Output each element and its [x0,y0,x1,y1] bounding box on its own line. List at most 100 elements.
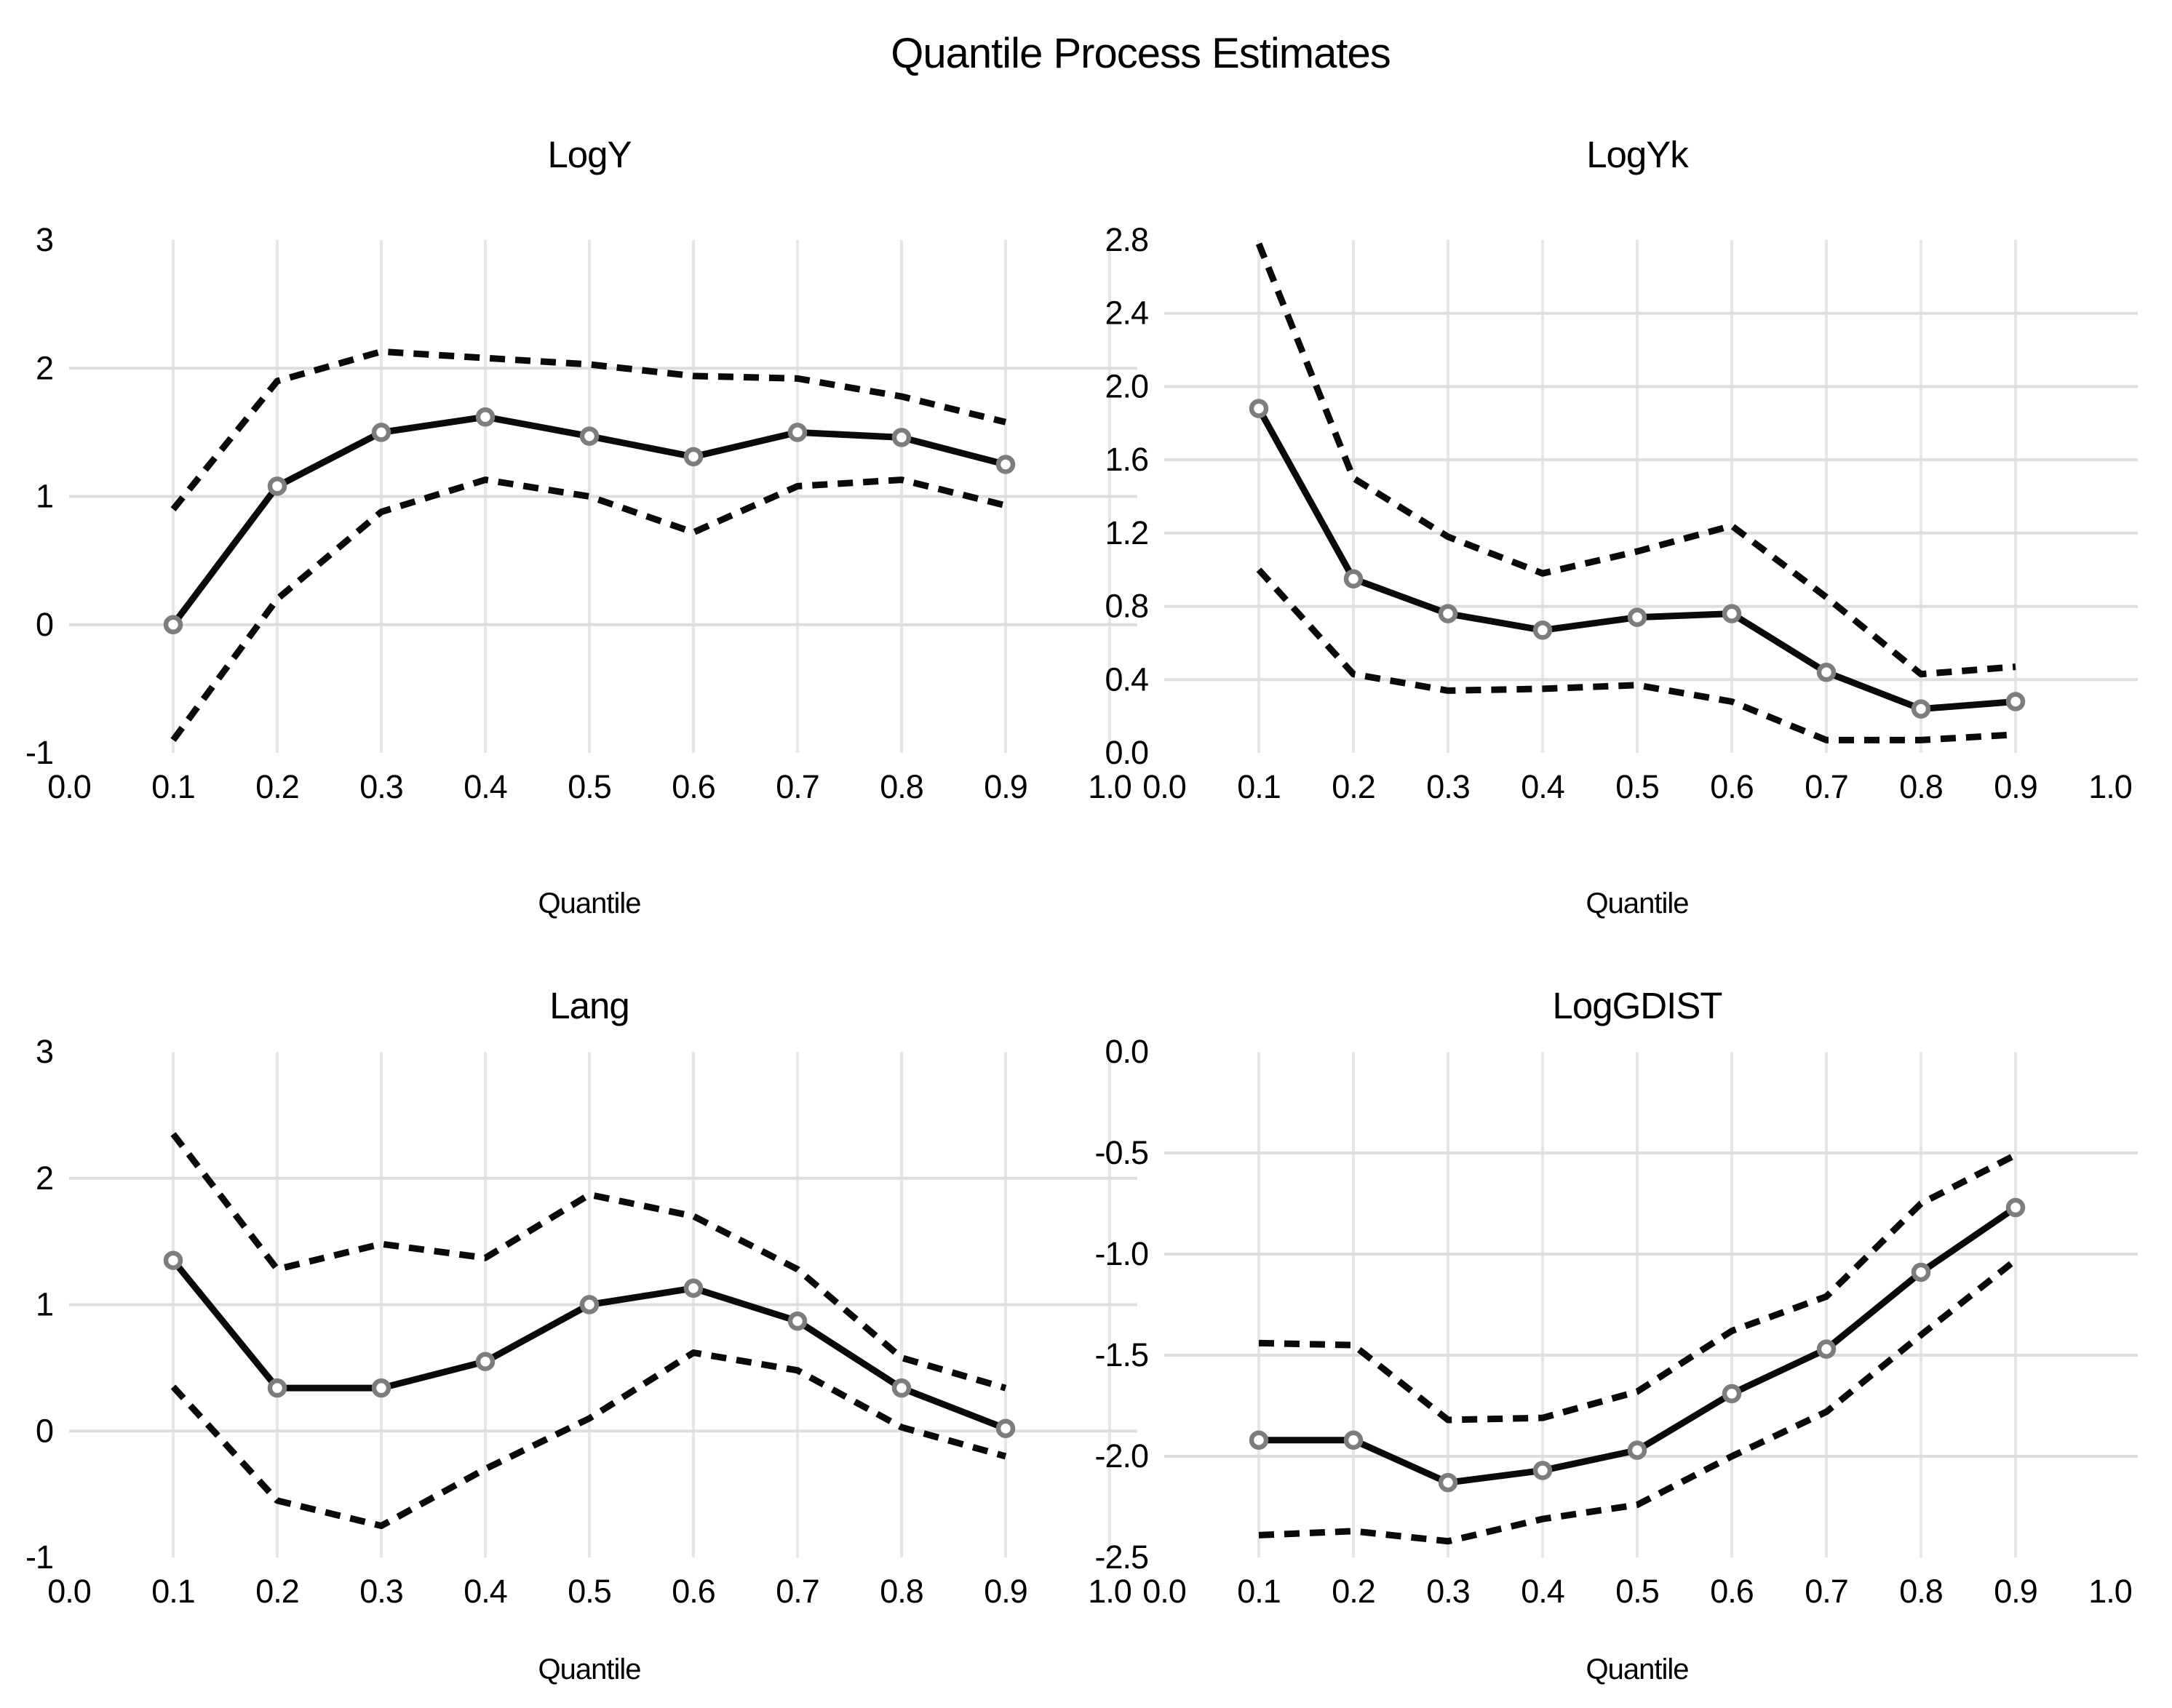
data-point-marker [475,407,496,427]
vertical-gridlines [1257,1052,2017,1557]
data-point-marker [1911,699,1931,719]
upper-ci-line [1255,242,2016,678]
data-point-marker [1438,604,1458,623]
y-tick-label: 1.6 [1105,441,1148,478]
x-tick-labels: 0.0 0.1 0.2 0.3 0.4 0.5 0.6 0.7 0.8 0.9 1.0 [1142,1573,2133,1610]
data-point-marker [787,1311,808,1331]
x-tick-label: 1.0 [1088,1573,1131,1610]
x-tick-label: 0.3 [359,768,403,805]
x-tick-label: 0.4 [464,768,507,805]
x-tick-label: 0.8 [880,768,923,805]
panel-title: Lang [549,985,629,1026]
data-point-marker [579,426,600,446]
figure-title: Quantile Process Estimates [891,30,1391,77]
axis-label-quantile: Quantile [538,887,641,919]
data-point-marker [1343,1430,1364,1450]
x-tick-labels: 0.0 0.1 0.2 0.3 0.4 0.5 0.6 0.7 0.8 0.9 1.0 [47,1573,1132,1610]
data-point-marker [475,1352,496,1371]
x-tick-label: 0.2 [1332,768,1375,805]
lower-ci-line [170,1349,1007,1530]
y-tick-label: 1.2 [1105,514,1148,551]
y-tick-labels: 3 2 1 0 -1 [25,1033,54,1576]
x-tick-label: 0.8 [880,1573,923,1610]
axis-label-quantile: Quantile [538,1653,641,1685]
y-tick-label: 0.0 [1105,734,1148,771]
x-tick-label: 0.9 [984,1573,1027,1610]
y-tick-label: 0.4 [1105,661,1148,698]
data-point-marker [683,1278,704,1298]
x-tick-label: 0.5 [1615,768,1659,805]
data-point-marker [995,1418,1016,1439]
data-point-marker [2005,692,2026,711]
x-tick-label: 0.2 [255,1573,299,1610]
x-tick-label: 0.4 [464,1573,507,1610]
data-point-marker [995,455,1016,474]
x-tick-label: 0.7 [1805,768,1848,805]
x-tick-label: 0.1 [151,768,195,805]
y-tick-label: 2 [36,349,53,386]
x-tick-label: 0.9 [984,768,1027,805]
y-tick-label: 3 [36,221,53,258]
x-tick-label: 0.3 [1426,768,1470,805]
y-tick-label: 1 [36,1286,53,1323]
x-tick-label: 0.1 [151,1573,195,1610]
x-tick-label: 0.7 [776,768,819,805]
panel-lang: Lang 3 2 1 0 -10.0 0.1 0.2 0.3 0.4 0.5 0.6 0.7 0.8 0.9… [25,985,1137,1685]
x-tick-label: 0.6 [672,1573,715,1610]
data-point-marker [2005,1197,2026,1218]
y-tick-label: -1 [25,1539,53,1576]
data-point-marker [1627,607,1647,627]
x-tick-label: 0.7 [776,1573,819,1610]
estimate-markers [163,407,1016,634]
panel-logy: LogY 3 2 1 0 -10.0 0.1 0.2 0.3 0.4 0.5 0.6 0.7 0.8 0.9… [25,134,1137,919]
upper-ci-line [1258,1152,2018,1424]
x-tick-label: 0.2 [1332,1573,1375,1610]
data-point-marker [267,476,287,496]
x-tick-label: 0.5 [1615,1573,1659,1610]
y-tick-label: 2.8 [1105,221,1148,258]
vertical-gridlines [1257,240,2017,753]
x-tick-label: 0.5 [568,1573,611,1610]
x-tick-label: 0.9 [1994,1573,2037,1610]
y-tick-label: 3 [36,1033,53,1070]
y-tick-label: 2 [36,1160,53,1197]
data-point-marker [1627,1440,1647,1460]
y-tick-label: -1 [25,734,53,771]
y-tick-label: 2.0 [1105,367,1148,404]
x-tick-label: 0.3 [359,1573,403,1610]
data-point-marker [1911,1262,1931,1282]
y-tick-label: 0 [36,606,53,643]
x-tick-label: 1.0 [2088,768,2132,805]
x-tick-label: 0.6 [672,768,715,805]
data-point-marker [787,423,808,442]
x-tick-label: 0.0 [1142,1573,1186,1610]
estimate-markers [1249,399,2026,719]
y-tick-label: -0.5 [1094,1134,1148,1171]
x-tick-label: 0.9 [1994,768,2037,805]
x-tick-label: 0.0 [1142,768,1186,805]
y-tick-labels: 2.8 2.4 2.0 1.6 1.2 0.8 0.4 0.0 [1105,221,1149,771]
data-point-marker [1532,1461,1553,1480]
y-tick-label: -2.0 [1094,1437,1148,1474]
x-tick-label: 0.4 [1521,1573,1564,1610]
upper-ci-line [170,1132,1007,1392]
data-point-marker [1816,662,1837,682]
x-tick-label: 0.1 [1237,1573,1281,1610]
x-tick-label: 0.8 [1899,768,1943,805]
panel-title: LogGDIST [1553,985,1722,1026]
data-point-marker [371,423,391,442]
data-point-marker [1249,1430,1269,1450]
y-tick-label: 1 [36,478,53,515]
x-tick-label: 0.6 [1710,1573,1754,1610]
data-point-marker [891,428,912,447]
x-tick-label: 0.4 [1521,768,1564,805]
x-tick-labels: 0.0 0.1 0.2 0.3 0.4 0.5 0.6 0.7 0.8 0.9 1.0 [47,768,1132,805]
panel-title: LogY [547,134,631,175]
data-point-marker [1722,604,1742,623]
y-tick-label: 2.4 [1105,295,1148,332]
x-tick-label: 0.0 [47,1573,91,1610]
y-tick-label: -1.5 [1094,1336,1148,1373]
